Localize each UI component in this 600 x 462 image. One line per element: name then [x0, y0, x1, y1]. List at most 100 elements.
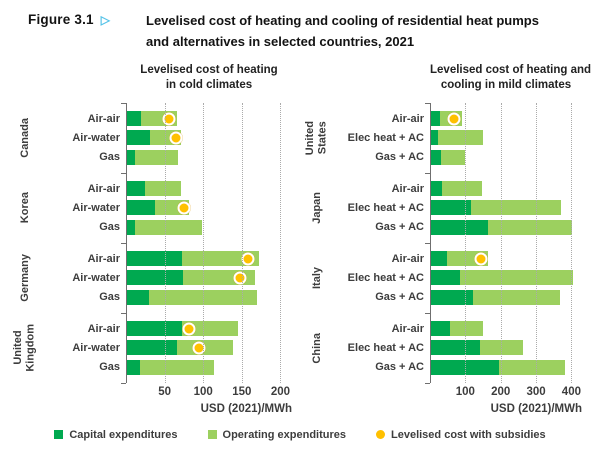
bar-row: Air-water	[42, 268, 300, 287]
bar-track	[430, 219, 582, 235]
subsidy-dot	[447, 112, 461, 126]
bar-row: Gas + AC	[334, 358, 592, 377]
bar-segment-capex	[126, 181, 145, 197]
operating-expenditures-swatch-icon	[207, 430, 217, 440]
subsidy-dot	[169, 131, 183, 145]
subsidy-dot	[474, 252, 488, 266]
plot-area: Canada Air-air Air-water Gas Korea Air-air Air…	[8, 102, 300, 384]
bar-track	[126, 149, 292, 165]
subsidy-dot	[162, 112, 176, 126]
bar-segment-capex	[126, 111, 142, 127]
bar-row: Elec heat + AC	[334, 338, 592, 357]
bar-segment-capex	[126, 340, 177, 356]
figure-header: Figure 3.1 ▷ Levelised cost of heating a…	[8, 10, 592, 53]
bar-segment-opex	[442, 181, 483, 197]
bar-row: Gas	[42, 358, 300, 377]
bar-row-label: Gas + AC	[375, 151, 424, 164]
figure-marker-icon: ▷	[100, 13, 111, 27]
bar-row: Air-air	[334, 249, 592, 268]
bar-row: Gas + AC	[334, 218, 592, 237]
bar-segment-opex	[182, 251, 259, 267]
bar-row-label: Air-air	[87, 182, 120, 195]
bar-row-label: Air-water	[72, 131, 120, 144]
bar-row-label: Air-air	[391, 322, 424, 335]
country-group: Italy Air-air Elec heat + AC Gas + AC	[300, 243, 592, 313]
bar-segment-capex	[430, 251, 448, 267]
bar-row-label: Elec heat + AC	[347, 131, 424, 144]
figure-label: Figure 3.1	[28, 12, 94, 27]
axis-tick	[121, 382, 126, 384]
bar-segment-opex	[149, 289, 258, 305]
country-group: Japan Air-air Elec heat + AC Gas + AC	[300, 173, 592, 243]
bar-segment-capex	[430, 130, 439, 146]
x-tick-label: 300	[526, 385, 546, 398]
bar-row-label: Gas	[99, 151, 120, 164]
axis-tick	[425, 382, 430, 384]
bar-row-label: Elec heat + AC	[347, 271, 424, 284]
country-label: Korea	[8, 173, 42, 243]
figure-title: Levelised cost of heating and cooling of…	[120, 10, 539, 53]
group-rows: Air-air Air-water Gas	[42, 173, 300, 243]
chart-panel-cold-climates: Levelised cost of heating in cold climate…	[8, 63, 300, 415]
charts-area: Levelised cost of heating in cold climate…	[8, 63, 592, 415]
bar-row-label: Gas + AC	[375, 221, 424, 234]
legend-label: Operating expenditures	[222, 428, 346, 441]
bar-track	[430, 270, 582, 286]
bar-row-label: Air-air	[391, 112, 424, 125]
x-tick-label: 200	[491, 385, 511, 398]
panel-title-line: Levelised cost of heating and	[430, 63, 592, 76]
country-group: Canada Air-air Air-water Gas	[8, 103, 300, 173]
bar-row-label: Air-air	[87, 322, 120, 335]
bar-row: Air-air	[334, 109, 592, 128]
country-label: Italy	[300, 243, 334, 313]
bar-segment-capex	[126, 359, 140, 375]
bar-track	[430, 289, 582, 305]
group-rows: Air-air Elec heat + AC Gas + AC	[334, 103, 592, 173]
bar-row: Elec heat + AC	[334, 268, 592, 287]
bar-row: Air-air	[42, 179, 300, 198]
chart-panel-mild-climates: Levelised cost of heating and cooling in …	[300, 63, 592, 415]
bar-row: Air-air	[42, 249, 300, 268]
bar-row: Gas	[42, 148, 300, 167]
bar-track	[126, 200, 292, 216]
bar-row-label: Gas	[99, 361, 120, 374]
bar-row-label: Elec heat + AC	[347, 341, 424, 354]
bar-segment-capex	[126, 130, 150, 146]
chart-legend: Capital expenditures Operating expenditu…	[8, 429, 592, 441]
bar-segment-capex	[126, 200, 156, 216]
bar-track	[430, 149, 582, 165]
bar-row-label: Gas	[99, 221, 120, 234]
bar-row: Gas	[42, 288, 300, 307]
bar-row: Gas + AC	[334, 148, 592, 167]
bar-segment-capex	[430, 149, 441, 165]
country-label-text: Italy	[310, 266, 323, 289]
country-label: United States	[300, 103, 334, 173]
bar-segment-opex	[135, 149, 179, 165]
bar-track	[126, 270, 292, 286]
subsidies-dot-icon	[376, 430, 385, 440]
bar-row-label: Gas	[99, 291, 120, 304]
country-label-text: Canada	[18, 118, 31, 158]
country-label-text: Germany	[18, 254, 31, 302]
country-group: Germany Air-air Air-water Gas	[8, 243, 300, 313]
bar-track	[126, 321, 292, 337]
bar-segment-capex	[126, 289, 150, 305]
bar-track	[126, 130, 292, 146]
panel-title: Levelised cost of heating and cooling in …	[430, 63, 592, 97]
subsidy-dot	[177, 201, 191, 215]
figure-title-line2: and alternatives in selected countries, …	[146, 34, 415, 50]
subsidy-dot	[182, 322, 196, 336]
group-rows: Air-air Elec heat + AC Gas + AC	[334, 313, 592, 383]
bar-segment-capex	[126, 321, 183, 337]
bar-segment-capex	[126, 219, 136, 235]
bar-segment-capex	[430, 200, 472, 216]
group-rows: Air-air Air-water Gas	[42, 313, 300, 383]
bar-row: Elec heat + AC	[334, 128, 592, 147]
bar-groups: Canada Air-air Air-water Gas Korea Air-air Air…	[8, 103, 300, 383]
bar-groups: United States Air-air Elec heat + AC Gas + …	[300, 103, 592, 383]
bar-row-label: Air-air	[87, 252, 120, 265]
bar-track	[430, 321, 582, 337]
legend-item-operating: Operating expenditures	[207, 428, 346, 441]
bar-row: Gas + AC	[334, 288, 592, 307]
